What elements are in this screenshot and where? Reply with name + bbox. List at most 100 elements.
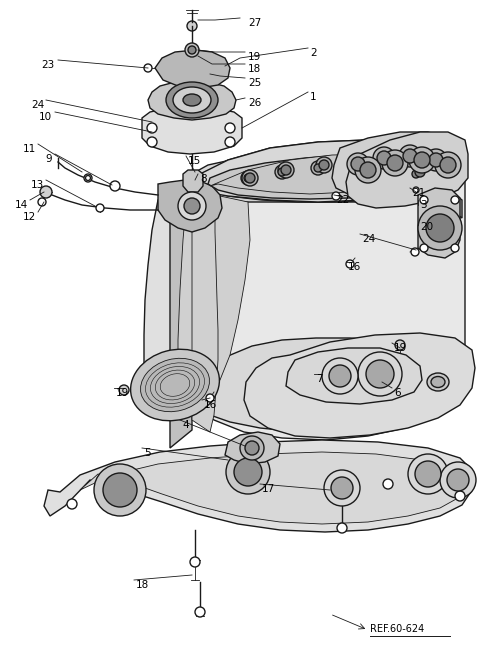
- Text: 20: 20: [420, 222, 433, 232]
- Text: 3: 3: [420, 200, 427, 210]
- Circle shape: [389, 160, 399, 170]
- Circle shape: [278, 168, 286, 176]
- Text: 2: 2: [310, 48, 317, 58]
- Circle shape: [244, 174, 252, 182]
- Circle shape: [383, 479, 393, 489]
- Text: 26: 26: [248, 98, 261, 108]
- Circle shape: [188, 46, 196, 54]
- Circle shape: [399, 145, 421, 167]
- Circle shape: [395, 340, 405, 350]
- Circle shape: [245, 441, 259, 455]
- Circle shape: [332, 192, 340, 200]
- Ellipse shape: [131, 350, 219, 421]
- Circle shape: [206, 394, 214, 402]
- Ellipse shape: [141, 358, 209, 412]
- Circle shape: [413, 187, 419, 193]
- Circle shape: [84, 174, 92, 182]
- Circle shape: [322, 358, 358, 394]
- Text: REF.60-624: REF.60-624: [370, 624, 424, 634]
- Circle shape: [278, 162, 294, 178]
- Ellipse shape: [393, 370, 407, 380]
- Circle shape: [350, 162, 358, 170]
- Circle shape: [425, 149, 447, 171]
- Polygon shape: [44, 440, 472, 532]
- Circle shape: [381, 161, 395, 175]
- Circle shape: [234, 458, 262, 486]
- Circle shape: [331, 477, 353, 499]
- Text: 13: 13: [31, 180, 44, 190]
- Polygon shape: [198, 338, 458, 434]
- Circle shape: [435, 152, 461, 178]
- Circle shape: [420, 196, 428, 204]
- Ellipse shape: [183, 94, 201, 106]
- Polygon shape: [346, 132, 468, 208]
- Circle shape: [103, 473, 137, 507]
- Circle shape: [241, 171, 255, 185]
- Circle shape: [144, 64, 152, 72]
- Circle shape: [337, 523, 347, 533]
- Polygon shape: [155, 50, 230, 88]
- Circle shape: [347, 153, 369, 175]
- Circle shape: [225, 123, 235, 133]
- Circle shape: [319, 160, 329, 170]
- Circle shape: [387, 155, 403, 171]
- Text: 18: 18: [248, 64, 261, 74]
- Circle shape: [451, 244, 459, 252]
- Circle shape: [412, 164, 428, 180]
- Polygon shape: [170, 182, 462, 218]
- Text: 19: 19: [394, 343, 407, 353]
- Circle shape: [409, 167, 423, 181]
- Text: 6: 6: [394, 388, 401, 398]
- Circle shape: [382, 150, 408, 176]
- Circle shape: [415, 167, 425, 177]
- Circle shape: [187, 21, 197, 31]
- Text: 18: 18: [136, 580, 149, 590]
- Text: 19: 19: [116, 388, 129, 398]
- Ellipse shape: [173, 87, 211, 113]
- Text: 1: 1: [310, 92, 317, 102]
- Circle shape: [440, 157, 456, 173]
- Circle shape: [185, 43, 199, 57]
- Ellipse shape: [309, 381, 331, 399]
- Polygon shape: [142, 106, 242, 154]
- Text: 27: 27: [248, 18, 261, 28]
- Text: 4: 4: [182, 420, 189, 430]
- Circle shape: [38, 198, 46, 206]
- Circle shape: [384, 164, 392, 172]
- Text: 15: 15: [188, 156, 201, 166]
- Text: 16: 16: [348, 262, 361, 272]
- Polygon shape: [182, 140, 465, 440]
- Polygon shape: [144, 183, 216, 422]
- Text: 19: 19: [248, 52, 261, 62]
- Circle shape: [329, 365, 351, 387]
- Text: 24: 24: [31, 100, 44, 110]
- Circle shape: [412, 170, 420, 178]
- Text: 8: 8: [200, 174, 206, 184]
- Text: 21: 21: [412, 188, 425, 198]
- Circle shape: [377, 151, 391, 165]
- Polygon shape: [192, 190, 220, 432]
- Circle shape: [355, 158, 365, 168]
- Text: 16: 16: [204, 400, 217, 410]
- Circle shape: [275, 165, 289, 179]
- Ellipse shape: [166, 82, 218, 118]
- Circle shape: [355, 157, 381, 183]
- Polygon shape: [178, 188, 250, 412]
- Polygon shape: [158, 180, 222, 232]
- Text: 9: 9: [46, 154, 52, 164]
- Circle shape: [245, 173, 255, 183]
- Circle shape: [346, 260, 354, 268]
- Circle shape: [351, 157, 365, 171]
- Circle shape: [147, 137, 157, 147]
- Text: 7: 7: [316, 374, 323, 384]
- Circle shape: [352, 155, 368, 171]
- Circle shape: [366, 360, 394, 388]
- Circle shape: [414, 152, 430, 168]
- Circle shape: [429, 153, 443, 167]
- Circle shape: [240, 436, 264, 460]
- Polygon shape: [170, 182, 192, 448]
- Polygon shape: [183, 170, 203, 192]
- Circle shape: [242, 170, 258, 186]
- Circle shape: [314, 164, 322, 172]
- Circle shape: [420, 244, 428, 252]
